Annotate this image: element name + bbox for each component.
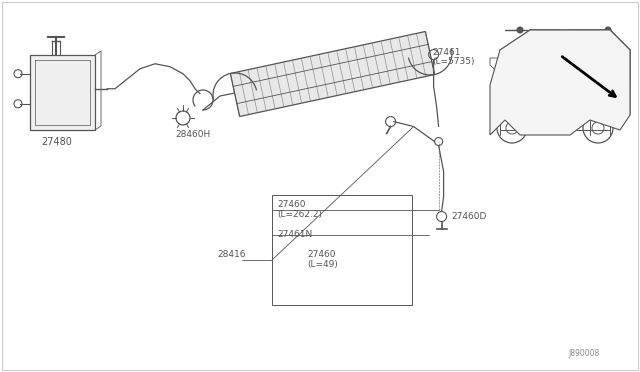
Text: 27480: 27480 — [42, 137, 72, 147]
Text: 27461N: 27461N — [277, 230, 312, 239]
Text: (L=5735): (L=5735) — [432, 57, 474, 66]
Text: 28460H: 28460H — [175, 130, 211, 139]
Text: 27461: 27461 — [432, 48, 461, 57]
Bar — [30, 55, 95, 130]
Text: 28416: 28416 — [217, 250, 246, 259]
Polygon shape — [490, 30, 630, 135]
Circle shape — [517, 27, 523, 33]
Text: J890008: J890008 — [569, 349, 600, 358]
Text: 27460: 27460 — [277, 200, 305, 209]
Polygon shape — [230, 32, 435, 116]
Text: (L=49): (L=49) — [307, 260, 338, 269]
Text: 27460D: 27460D — [452, 212, 487, 221]
Text: (L=262.2): (L=262.2) — [277, 210, 322, 219]
Text: 27460: 27460 — [307, 250, 335, 259]
Bar — [272, 195, 412, 305]
Circle shape — [605, 27, 611, 33]
